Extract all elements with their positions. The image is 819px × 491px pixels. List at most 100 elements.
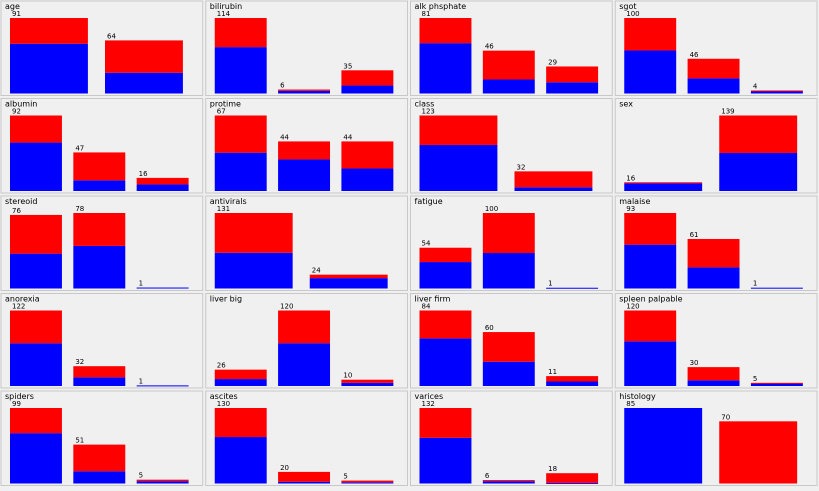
bar-segment (73, 245, 126, 289)
count-label: 51 (75, 437, 84, 445)
bar-segment (309, 278, 388, 289)
bar-segment (419, 43, 472, 94)
panel-title: ascites (210, 392, 238, 401)
count-label: 76 (12, 207, 21, 215)
bar-segment (482, 332, 535, 362)
bar-segment (419, 18, 472, 44)
count-label: 61 (690, 231, 699, 239)
bar-segment (10, 408, 62, 434)
bar-segment (546, 473, 599, 483)
panel-title: liver firm (415, 295, 451, 304)
bar-segment (482, 480, 535, 482)
count-label: 64 (107, 32, 116, 40)
count-label: 92 (12, 108, 21, 116)
bar-segment (341, 141, 394, 169)
bar-segment (136, 481, 189, 484)
bar-segment (624, 183, 703, 191)
bar-segment (278, 471, 331, 482)
bar-segment (419, 437, 472, 484)
bar-segment (750, 382, 803, 384)
bar-segment (624, 213, 677, 245)
count-label: 132 (422, 400, 435, 408)
bar-segment (10, 310, 62, 344)
count-label: 84 (422, 303, 431, 311)
count-label: 78 (75, 205, 84, 213)
bar-segment (214, 47, 267, 94)
panel-title: albumin (5, 100, 37, 109)
bar-segment (214, 437, 267, 484)
bar-segment (278, 481, 331, 484)
bar-segment (687, 367, 740, 381)
bar-segment (514, 187, 593, 191)
bar-segment (419, 247, 472, 263)
count-label: 99 (12, 400, 21, 408)
count-label: 1 (139, 377, 143, 385)
bar-segment (10, 433, 62, 484)
bar-segment (136, 184, 189, 191)
bar-segment (482, 50, 535, 80)
count-label: 24 (312, 267, 321, 275)
panel-title: antivirals (210, 197, 247, 206)
panel-title: spiders (5, 392, 34, 401)
count-label: 60 (485, 324, 494, 332)
bar-segment (341, 382, 394, 386)
panel-title: spleen palpable (619, 295, 682, 304)
count-label: 16 (139, 170, 148, 178)
bar-segment (624, 341, 677, 386)
bar-segment (419, 115, 498, 145)
bar-segment (278, 141, 331, 160)
count-label: 114 (217, 10, 231, 18)
bar-segment (750, 91, 803, 94)
bar-segment (482, 213, 535, 254)
count-label: 32 (75, 358, 84, 366)
bar-segment (482, 361, 535, 386)
bar-segment (419, 310, 472, 339)
bar-segment (341, 168, 394, 191)
bar-segment (105, 72, 183, 94)
bar-segment (750, 383, 803, 386)
bar-segment (73, 366, 126, 378)
bar-segment (719, 152, 798, 191)
bar-segment (624, 244, 677, 289)
bar-segment (10, 18, 88, 44)
count-label: 100 (485, 205, 498, 213)
bar-segment (546, 66, 599, 83)
bar-segment (750, 90, 803, 92)
panel-title: alk phsphate (415, 2, 467, 11)
count-label: 44 (280, 133, 289, 141)
bar-segment (482, 481, 535, 484)
count-label: 1 (548, 280, 552, 288)
bar-segment (546, 376, 599, 382)
bar-segment (214, 369, 267, 380)
panel-title: liver big (210, 295, 242, 304)
count-label: 6 (485, 472, 490, 480)
bar-segment (214, 152, 267, 191)
count-label: 100 (626, 10, 639, 18)
count-label: 6 (280, 82, 285, 90)
bar-segment (546, 287, 599, 289)
bar-segment (73, 471, 126, 484)
bar-segment (546, 381, 599, 386)
bar-segment (687, 78, 740, 94)
bar-segment (341, 482, 394, 484)
bar-segment (278, 343, 331, 386)
bar-segment (214, 213, 293, 253)
bar-segment (482, 253, 535, 289)
bar-segment (136, 385, 189, 387)
count-label: 139 (721, 108, 734, 116)
bar-segment (278, 90, 331, 94)
count-label: 46 (485, 43, 494, 51)
panel-title: stereoid (5, 197, 37, 206)
panel-title: varices (415, 392, 444, 401)
panel-title: anorexia (5, 295, 40, 304)
count-label: 10 (343, 372, 352, 380)
panel-title: histology (619, 392, 656, 401)
bar-segment (624, 310, 677, 342)
count-label: 5 (753, 375, 757, 383)
bar-segment (546, 82, 599, 94)
panel-title: protime (210, 100, 241, 109)
bar-segment (419, 338, 472, 386)
bar-segment (278, 310, 331, 344)
